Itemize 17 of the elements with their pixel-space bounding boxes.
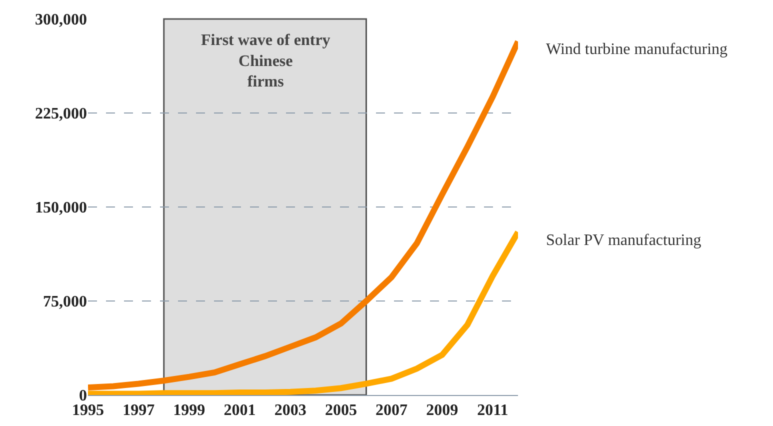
x-tick-label: 2001 xyxy=(224,402,256,420)
y-tick-label: 0 xyxy=(79,388,87,405)
y-tick-label: 300,000 xyxy=(35,12,87,29)
x-tick-label: 1995 xyxy=(72,402,104,420)
x-tick-label: 1999 xyxy=(173,402,206,420)
series-label: Solar PV manufacturing xyxy=(546,232,702,249)
y-tick-label: 150,000 xyxy=(35,200,87,217)
x-tick-label: 1997 xyxy=(122,402,155,420)
x-tick-label: 2011 xyxy=(477,402,508,420)
x-tick-label: 2009 xyxy=(426,402,458,420)
x-tick-label: 2007 xyxy=(376,402,408,420)
series-label: Wind turbine manufacturing xyxy=(546,41,728,58)
y-tick-label: 225,000 xyxy=(35,106,87,123)
y-tick-label: 75,000 xyxy=(43,294,87,311)
band-label: First wave of entry Chinese firms xyxy=(201,32,330,91)
x-tick-label: 2003 xyxy=(274,402,306,420)
x-tick-label: 2005 xyxy=(324,402,357,420)
